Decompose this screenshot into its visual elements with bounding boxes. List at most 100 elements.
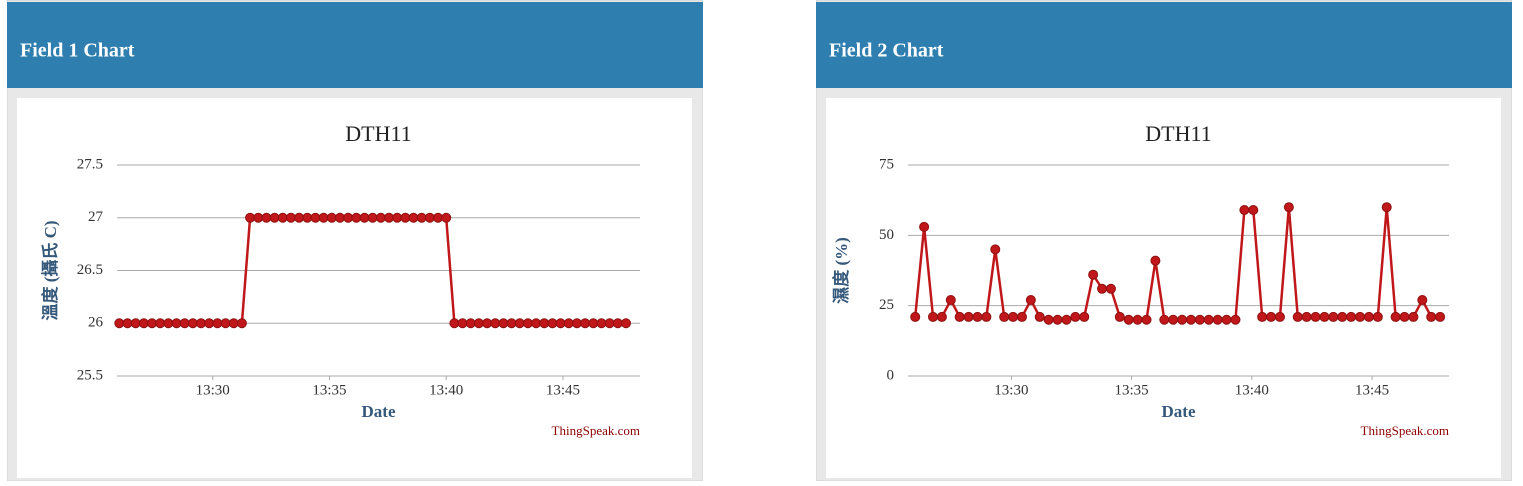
chart-title: DTH11 xyxy=(1145,121,1211,146)
panel-title: Field 1 Chart xyxy=(20,40,135,62)
chart-box xyxy=(826,98,1501,478)
panel-header xyxy=(816,2,1512,88)
x-tick-label: 13:45 xyxy=(546,382,580,398)
data-point xyxy=(359,212,370,223)
data-point xyxy=(1088,269,1099,280)
data-point xyxy=(1212,314,1223,325)
data-point xyxy=(490,318,501,329)
x-tick-label: 13:30 xyxy=(994,382,1028,398)
chart-title: DTH11 xyxy=(345,121,411,146)
data-point xyxy=(547,318,558,329)
data-point xyxy=(245,212,256,223)
data-point xyxy=(1372,311,1383,322)
credit: ThingSpeak.com xyxy=(552,423,640,438)
data-point xyxy=(212,318,223,329)
data-point xyxy=(457,318,468,329)
data-point xyxy=(498,318,509,329)
x-axis-label: Date xyxy=(1162,402,1196,421)
data-point xyxy=(424,212,435,223)
data-point xyxy=(539,318,550,329)
data-point xyxy=(318,212,329,223)
data-point xyxy=(563,318,574,329)
data-point xyxy=(945,295,956,306)
data-point xyxy=(620,318,631,329)
data-point xyxy=(122,318,133,329)
data-point xyxy=(196,318,207,329)
data-point xyxy=(1266,311,1277,322)
y-tick-label: 26.5 xyxy=(77,262,103,278)
data-point xyxy=(981,311,992,322)
data-point xyxy=(465,318,476,329)
data-point xyxy=(1008,311,1019,322)
data-point xyxy=(1274,311,1285,322)
data-point xyxy=(1034,311,1045,322)
data-point xyxy=(114,318,125,329)
data-point xyxy=(1355,311,1366,322)
data-point xyxy=(1381,202,1392,213)
data-point xyxy=(163,318,174,329)
data-point xyxy=(1061,314,1072,325)
data-point xyxy=(261,212,272,223)
data-point xyxy=(1301,311,1312,322)
data-point xyxy=(928,311,939,322)
y-tick-label: 25.5 xyxy=(77,367,103,383)
data-point xyxy=(1221,314,1232,325)
data-point xyxy=(1194,314,1205,325)
data-point xyxy=(1417,295,1428,306)
data-point xyxy=(1168,314,1179,325)
data-point xyxy=(253,212,264,223)
y-tick-label: 25 xyxy=(879,297,894,313)
data-point xyxy=(999,311,1010,322)
x-tick-label: 13:40 xyxy=(429,382,463,398)
chart: Field 1 Chart DTH11 25.5 26 26.5 27 27.5 13:30 1… xyxy=(6,0,704,482)
data-point xyxy=(482,318,493,329)
data-point xyxy=(954,311,965,322)
data-point xyxy=(936,311,947,322)
data-point xyxy=(910,311,921,322)
data-point xyxy=(228,318,239,329)
data-point xyxy=(1319,311,1330,322)
y-tick-label: 75 xyxy=(879,156,894,172)
data-point xyxy=(1177,314,1188,325)
chart-panel: Field 2 Chart DTH11 0 25 50 75 13:30 13:35 13:40… xyxy=(815,0,1513,482)
data-point xyxy=(1408,311,1419,322)
data-point xyxy=(1105,283,1116,294)
data-point xyxy=(1132,314,1143,325)
data-point xyxy=(343,212,354,223)
data-point xyxy=(310,212,321,223)
chart: Field 2 Chart DTH11 0 25 50 75 13:30 13:35 13:40… xyxy=(815,0,1513,482)
credit: ThingSpeak.com xyxy=(1361,423,1449,438)
data-point xyxy=(1052,314,1063,325)
data-point xyxy=(1337,311,1348,322)
data-point xyxy=(963,311,974,322)
data-point xyxy=(580,318,591,329)
data-point xyxy=(179,318,190,329)
data-point xyxy=(1239,205,1250,216)
data-point xyxy=(1016,311,1027,322)
data-point xyxy=(1025,295,1036,306)
data-point xyxy=(351,212,362,223)
chart-box xyxy=(17,98,692,478)
data-point xyxy=(972,311,983,322)
data-point xyxy=(604,318,615,329)
data-point xyxy=(514,318,525,329)
data-point xyxy=(147,318,158,329)
data-point xyxy=(400,212,411,223)
panel-title: Field 2 Chart xyxy=(829,40,944,62)
data-point xyxy=(302,212,313,223)
data-point xyxy=(1043,314,1054,325)
y-tick-label: 27 xyxy=(88,209,104,225)
data-point xyxy=(1070,311,1081,322)
x-tick-label: 13:30 xyxy=(196,382,230,398)
data-point xyxy=(1399,311,1410,322)
data-point xyxy=(449,318,460,329)
data-point xyxy=(236,318,247,329)
x-tick-label: 13:40 xyxy=(1235,382,1269,398)
data-point xyxy=(531,318,542,329)
data-point xyxy=(1203,314,1214,325)
data-point xyxy=(220,318,231,329)
data-point xyxy=(187,318,198,329)
data-point xyxy=(392,212,403,223)
panel-header xyxy=(7,2,703,88)
data-point xyxy=(269,212,280,223)
